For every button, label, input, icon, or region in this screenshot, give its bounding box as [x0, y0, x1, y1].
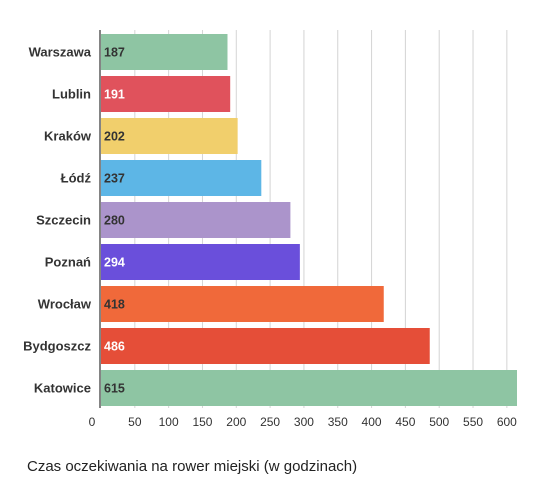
bar [101, 160, 262, 196]
x-tick-label: 350 [328, 415, 348, 429]
chart-title: Czas oczekiwania na rower miejski (w god… [27, 458, 358, 475]
category-labels: Warszawa Lublin Kraków Łódź Szczecin Poznań Wr… [23, 45, 92, 396]
x-tick-label: 200 [226, 415, 246, 429]
data-label: 486 [104, 340, 125, 354]
x-tick-label: 500 [429, 415, 449, 429]
category-label: Kraków [44, 129, 92, 144]
x-tick-label: 600 [497, 415, 517, 429]
data-label: 294 [104, 256, 125, 270]
bar [101, 244, 300, 280]
x-tick-label: 50 [128, 415, 142, 429]
x-tick-label: 250 [260, 415, 280, 429]
category-label: Szczecin [36, 213, 91, 228]
category-label: Bydgoszcz [23, 339, 91, 354]
category-label: Warszawa [29, 45, 92, 60]
x-tick-label: 0 [89, 415, 96, 429]
x-tick-label: 450 [395, 415, 415, 429]
bar [101, 34, 228, 70]
x-tick-label: 400 [362, 415, 382, 429]
x-tick-labels: 0 50 100 150 200 250 300 350 400 450 500 550 600 [89, 415, 518, 429]
bar [101, 118, 238, 154]
data-label: 615 [104, 382, 125, 396]
bar [101, 202, 291, 238]
x-tick-label: 100 [159, 415, 179, 429]
bar [101, 286, 384, 322]
category-label: Katowice [34, 381, 91, 396]
data-label: 187 [104, 46, 125, 60]
data-labels: 187 191 202 237 280 294 418 486 615 [104, 46, 125, 396]
bars-group [101, 34, 517, 406]
data-label: 202 [104, 130, 125, 144]
x-tick-label: 550 [463, 415, 483, 429]
bar [101, 370, 517, 406]
data-label: 191 [104, 88, 125, 102]
data-label: 418 [104, 298, 125, 312]
category-label: Wrocław [38, 297, 92, 312]
x-tick-label: 300 [294, 415, 314, 429]
data-label: 280 [104, 214, 125, 228]
data-label: 237 [104, 172, 125, 186]
x-tick-label: 150 [192, 415, 212, 429]
category-label: Łódź [61, 171, 92, 186]
category-label: Lublin [52, 87, 91, 102]
bar [101, 76, 231, 112]
bar [101, 328, 430, 364]
category-label: Poznań [45, 255, 91, 270]
